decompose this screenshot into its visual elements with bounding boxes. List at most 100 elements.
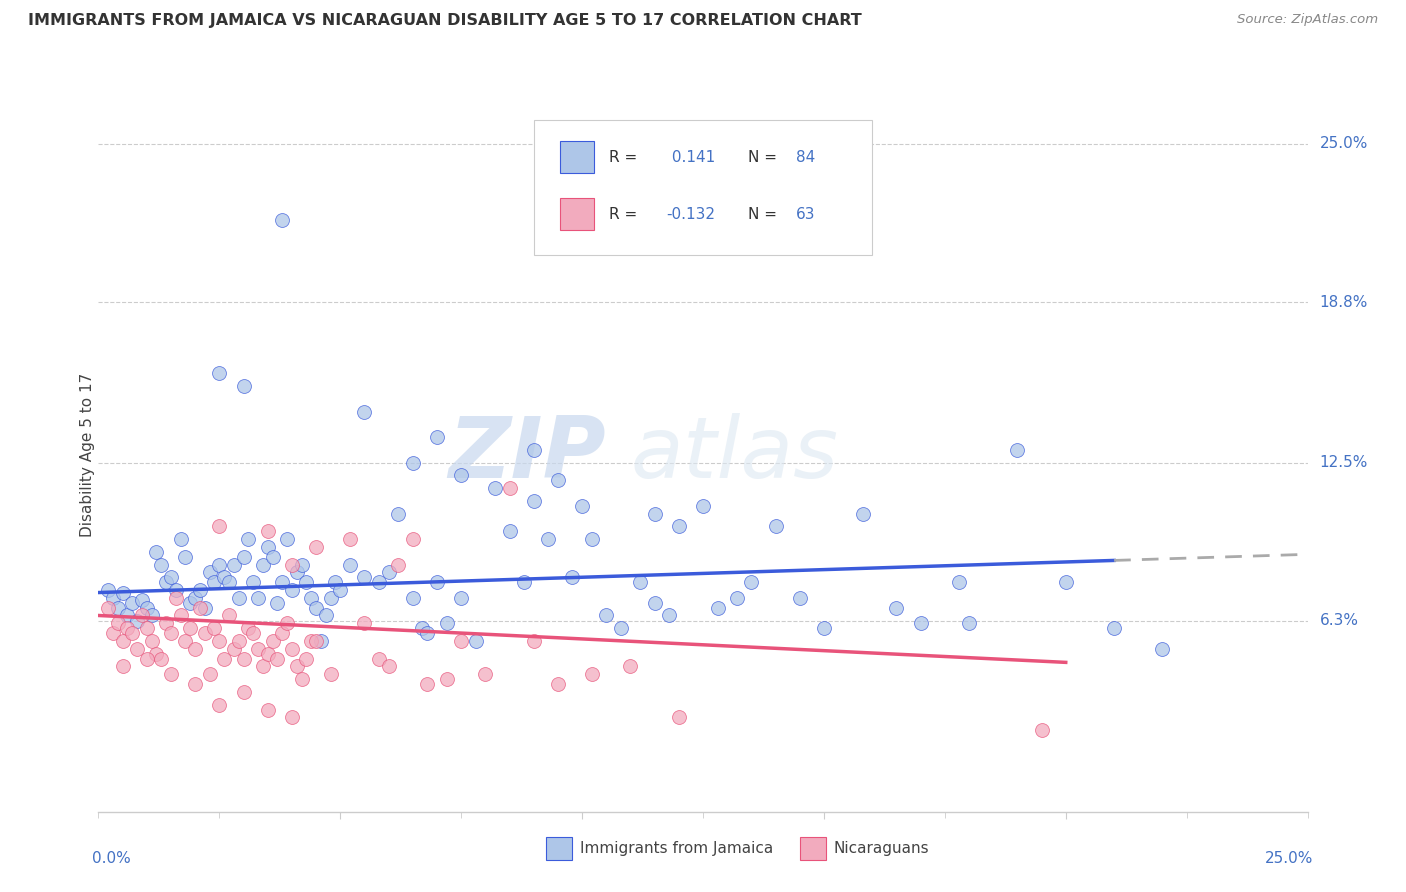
Point (165, 582, 187, 597)
Point (160, 667, 183, 681)
Point (353, 404, 375, 418)
Point (561, 570, 583, 584)
Point (101, 591, 124, 605)
Point (256, 647, 278, 661)
Point (145, 545, 167, 559)
Point (271, 213, 294, 227)
Point (295, 652, 318, 666)
Text: 0.141: 0.141 (666, 150, 716, 165)
Point (299, 591, 322, 605)
Point (1054, 575, 1077, 590)
Point (765, 519, 787, 533)
Text: -0.132: -0.132 (666, 207, 716, 222)
Point (329, 582, 352, 597)
Point (910, 616, 932, 631)
Text: IMMIGRANTS FROM JAMAICA VS NICARAGUAN DISABILITY AGE 5 TO 17 CORRELATION CHART: IMMIGRANTS FROM JAMAICA VS NICARAGUAN DI… (28, 13, 862, 29)
Point (547, 474, 569, 488)
Point (222, 558, 245, 572)
Point (218, 608, 240, 623)
Point (271, 626, 294, 640)
Point (813, 621, 835, 635)
FancyBboxPatch shape (800, 837, 827, 860)
Point (135, 652, 157, 666)
Point (141, 608, 163, 623)
Point (692, 499, 714, 513)
Text: 6.3%: 6.3% (1320, 613, 1358, 628)
Point (426, 575, 449, 590)
Point (204, 621, 226, 635)
Point (595, 608, 617, 623)
Point (194, 600, 217, 615)
Point (155, 616, 177, 631)
Point (450, 591, 472, 605)
Text: 0.0%: 0.0% (93, 851, 131, 866)
Point (198, 565, 221, 579)
Point (179, 621, 201, 635)
Point (179, 596, 201, 610)
Point (204, 575, 226, 590)
Point (498, 524, 520, 539)
Point (290, 558, 312, 572)
Y-axis label: Disability Age 5 to 17: Disability Age 5 to 17 (80, 373, 94, 537)
Point (232, 652, 254, 666)
Point (262, 634, 284, 648)
Text: 25.0%: 25.0% (1265, 851, 1313, 866)
Point (194, 626, 217, 640)
Text: N =: N = (748, 207, 782, 222)
Point (619, 659, 641, 673)
Point (426, 430, 449, 444)
Point (212, 652, 235, 666)
Point (222, 641, 245, 656)
Point (290, 672, 312, 686)
Point (319, 667, 342, 681)
Point (150, 652, 173, 666)
Point (232, 549, 254, 564)
Point (305, 600, 328, 615)
Point (523, 442, 546, 457)
Point (208, 367, 231, 381)
Point (169, 608, 191, 623)
Point (111, 634, 134, 648)
Point (111, 659, 134, 673)
Point (886, 600, 908, 615)
FancyBboxPatch shape (561, 141, 595, 173)
Text: 63: 63 (796, 207, 815, 222)
Point (957, 616, 980, 631)
FancyBboxPatch shape (534, 120, 872, 255)
Point (668, 519, 690, 533)
Point (160, 570, 183, 584)
Point (121, 626, 143, 640)
Point (498, 481, 520, 495)
Point (353, 570, 375, 584)
Point (150, 558, 173, 572)
Point (474, 667, 496, 681)
Point (127, 641, 149, 656)
Point (247, 591, 270, 605)
Point (387, 507, 409, 521)
Point (377, 659, 399, 673)
Point (464, 634, 486, 648)
Point (256, 524, 278, 539)
Point (160, 626, 183, 640)
Point (208, 558, 231, 572)
Point (571, 499, 593, 513)
Point (252, 659, 274, 673)
Point (208, 698, 231, 712)
Point (513, 575, 536, 590)
Point (208, 634, 231, 648)
Point (523, 634, 546, 648)
Point (155, 575, 177, 590)
Point (262, 549, 284, 564)
Point (141, 634, 163, 648)
Point (644, 596, 666, 610)
Point (266, 596, 288, 610)
Point (281, 558, 304, 572)
Point (1007, 442, 1029, 457)
Point (484, 481, 506, 495)
Point (184, 641, 207, 656)
Point (319, 591, 342, 605)
Text: atlas: atlas (630, 413, 838, 497)
Point (174, 634, 197, 648)
Point (610, 621, 633, 635)
Point (212, 570, 235, 584)
